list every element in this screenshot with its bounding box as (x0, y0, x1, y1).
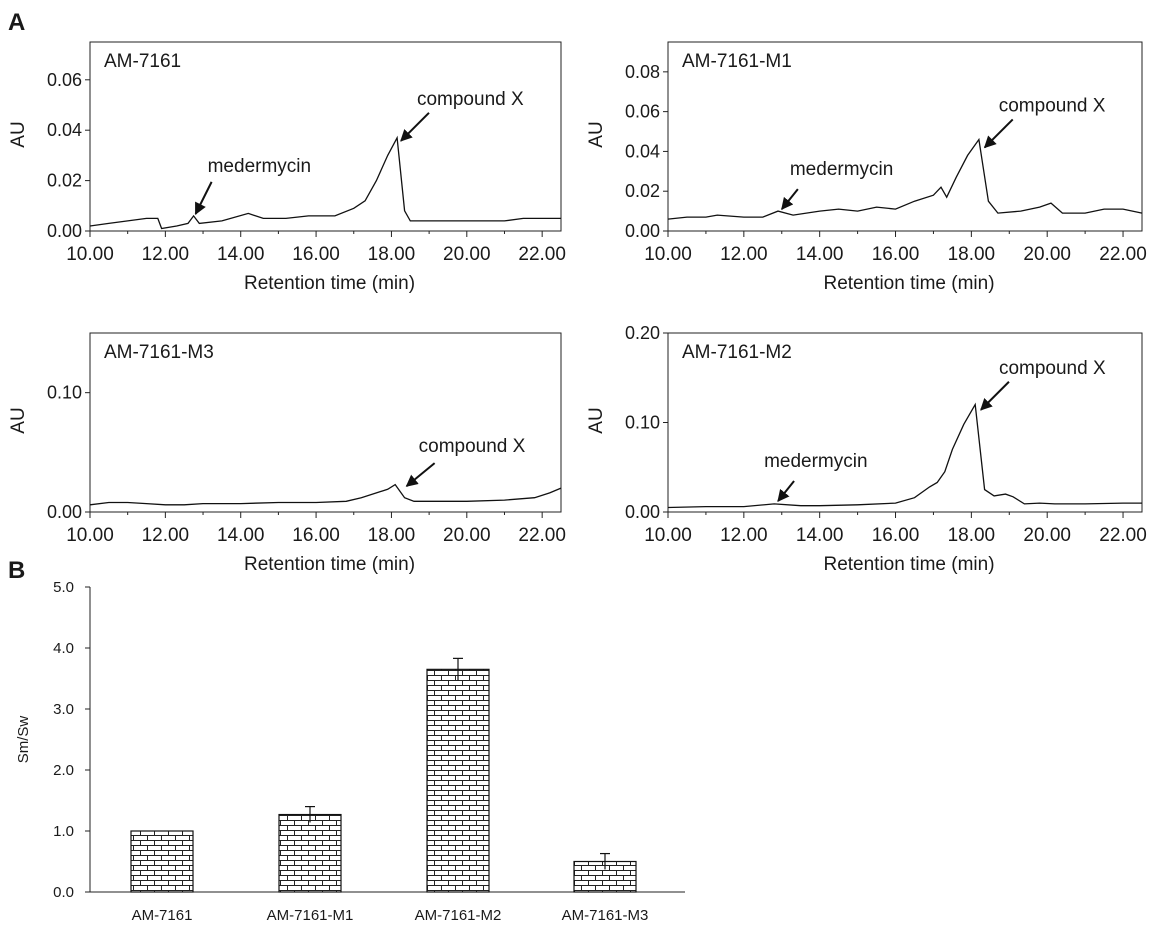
y-tick-label: 0.06 (625, 102, 660, 122)
y-tick-label: 1.0 (53, 823, 74, 840)
y-tick-label: 0.10 (625, 413, 660, 433)
x-tick-label: 10.00 (644, 244, 692, 265)
y-tick-label: 0.02 (625, 181, 660, 201)
y-axis-label: Sm/Sw (15, 716, 32, 764)
annotation-arrow (980, 381, 1010, 411)
x-tick-label: 10.00 (644, 525, 692, 546)
y-tick-label: 0.08 (625, 62, 660, 82)
y-tick-label: 0.00 (625, 502, 660, 522)
panel-label-b: B (8, 557, 25, 584)
bar (278, 813, 342, 893)
y-tick-label: 0.04 (625, 141, 660, 161)
x-tick-label: 20.00 (1023, 525, 1071, 546)
annotation-arrow (400, 112, 430, 142)
annotation-arrow (194, 181, 213, 215)
chromatogram-4: 10.00 12.00 14.00 16.00 18.00 20.00 22.00 0.00 0… (586, 323, 1147, 575)
panel-label-a: A (8, 9, 25, 36)
x-axis-label: Retention time (min) (823, 554, 994, 575)
chromatogram-trace (667, 137, 1143, 220)
x-tick-label: 20.00 (443, 525, 491, 546)
chromatogram-trace (667, 402, 1142, 509)
plot-frame (89, 41, 562, 232)
x-tick-label: 22.00 (518, 525, 566, 546)
y-tick-label: 4.0 (53, 640, 74, 657)
x-tick-label: 14.00 (796, 244, 844, 265)
x-tick-label: 18.00 (948, 244, 996, 265)
annotation-arrow (983, 118, 1014, 149)
y-tick-label: 0.00 (625, 221, 660, 241)
x-tick-label: AM-7161 (132, 907, 193, 924)
chromatogram-trace (89, 135, 561, 230)
y-tick-label: 0.00 (47, 502, 82, 522)
y-tick-label: 0.06 (47, 70, 82, 90)
annotation-label: compound X (417, 89, 524, 110)
y-tick-label: 0.02 (47, 171, 82, 191)
x-tick-label: 12.00 (142, 525, 190, 546)
y-tick-label: 0.04 (47, 120, 82, 140)
chromatogram-2: 10.00 12.00 14.00 16.00 18.00 20.00 22.00 0.00 0… (586, 41, 1147, 294)
x-tick-label: 12.00 (142, 244, 190, 265)
chromatogram-1: 10.00 12.00 14.00 16.00 18.00 20.00 22.00 0.00 0… (8, 41, 566, 294)
annotation-arrow (781, 188, 799, 211)
x-tick-label: 12.00 (720, 244, 768, 265)
annotation-label: compound X (419, 436, 526, 457)
x-tick-label: 18.00 (368, 525, 416, 546)
annotation-label: medermycin (790, 159, 893, 180)
y-tick-label: 0.00 (47, 221, 82, 241)
y-axis-label: AU (586, 121, 607, 147)
annotation-arrow (777, 480, 795, 502)
x-tick-label: 22.00 (1099, 525, 1147, 546)
charts: 10.00 12.00 14.00 16.00 18.00 20.00 22.00 0.00 0… (8, 41, 1147, 924)
x-tick-label: 10.00 (66, 525, 114, 546)
x-tick-label: 14.00 (796, 525, 844, 546)
panel-name: AM-7161-M3 (104, 342, 214, 363)
annotation-label: compound X (999, 95, 1106, 116)
chromatogram-3: 10.00 12.00 14.00 16.00 18.00 20.00 22.00 0.00 0… (8, 332, 566, 575)
annotation-arrow (405, 462, 436, 487)
x-tick-label: 10.00 (66, 244, 114, 265)
annotation-label: medermycin (208, 156, 311, 177)
bar-chart: 0.0 1.0 2.0 3.0 4.0 5.0 Sm/Sw AM-7161 AM-7161-M1… (15, 579, 685, 924)
x-tick-label: AM-7161-M2 (415, 907, 502, 924)
y-axis-label: AU (8, 407, 29, 433)
chromatogram-trace (89, 483, 562, 506)
y-axis-label: AU (8, 121, 29, 147)
x-tick-label: 16.00 (292, 244, 340, 265)
x-tick-label: 16.00 (872, 525, 920, 546)
x-tick-label: AM-7161-M3 (562, 907, 649, 924)
y-tick-label: 2.0 (53, 762, 74, 779)
y-tick-label: 0.10 (47, 383, 82, 403)
x-tick-label: 16.00 (292, 525, 340, 546)
y-tick-label: 5.0 (53, 579, 74, 596)
x-tick-label: 12.00 (720, 525, 768, 546)
y-axis-label: AU (586, 407, 607, 433)
y-tick-label: 3.0 (53, 701, 74, 718)
annotation-label: medermycin (764, 451, 867, 472)
y-tick-label: 0.20 (625, 323, 660, 343)
x-axis-label: Retention time (min) (244, 273, 415, 294)
x-tick-label: 20.00 (443, 244, 491, 265)
plot-frame (667, 41, 1143, 232)
x-tick-label: 20.00 (1023, 244, 1071, 265)
annotation-label: compound X (999, 358, 1106, 379)
x-tick-label: 14.00 (217, 244, 265, 265)
panel-name: AM-7161-M1 (682, 51, 792, 72)
panel-name: AM-7161 (104, 51, 181, 72)
plot-frame (89, 332, 562, 513)
bar (426, 668, 490, 893)
x-tick-label: 16.00 (872, 244, 920, 265)
y-tick-label: 0.0 (53, 884, 74, 901)
x-tick-label: 18.00 (368, 244, 416, 265)
x-tick-label: 14.00 (217, 525, 265, 546)
x-tick-label: 22.00 (1099, 244, 1147, 265)
panel-name: AM-7161-M2 (682, 342, 792, 363)
bar (130, 830, 194, 893)
x-tick-label: AM-7161-M1 (267, 907, 354, 924)
x-axis-label: Retention time (min) (823, 273, 994, 294)
x-axis-label: Retention time (min) (244, 554, 415, 575)
x-tick-label: 22.00 (518, 244, 566, 265)
x-tick-label: 18.00 (948, 525, 996, 546)
